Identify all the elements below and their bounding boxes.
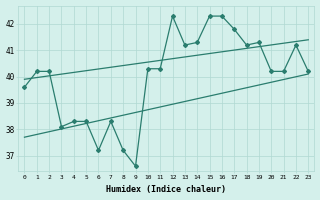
X-axis label: Humidex (Indice chaleur): Humidex (Indice chaleur) [106, 185, 226, 194]
